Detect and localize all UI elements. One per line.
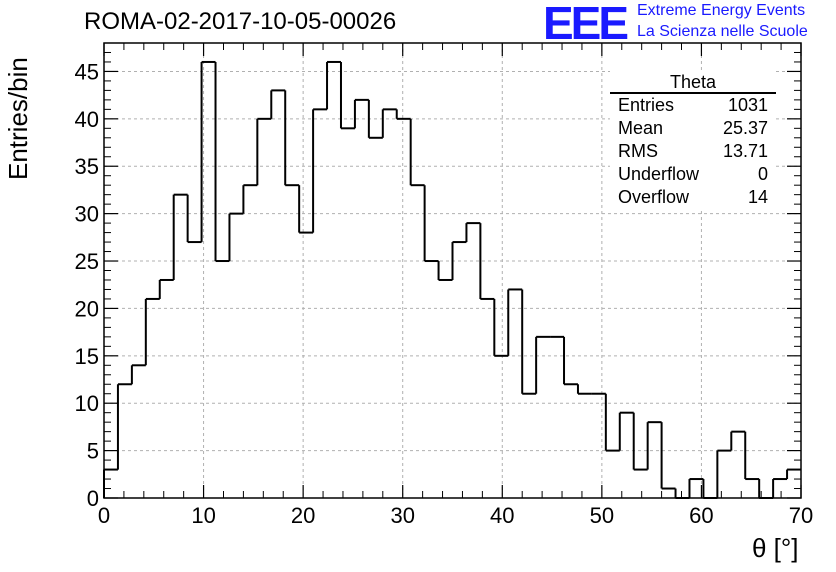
y-tick-label: 45	[75, 59, 99, 84]
y-tick-label: 25	[75, 249, 99, 274]
plot-frame	[103, 42, 802, 499]
y-tick-label: 10	[75, 391, 99, 416]
y-tick-label: 0	[87, 486, 99, 511]
x-tick-label: 60	[689, 503, 713, 528]
stats-value: 25.37	[722, 118, 768, 138]
x-tick-label: 30	[390, 503, 414, 528]
stats-box: Theta Entries 1031 Mean 25.37 RMS 13.71 Underf…	[610, 70, 776, 209]
stats-label: RMS	[618, 141, 658, 161]
x-tick-label: 70	[789, 503, 813, 528]
stats-row: Underflow 0	[610, 163, 776, 186]
y-tick-label: 20	[75, 296, 99, 321]
y-axis-label: Entries/bin	[3, 57, 33, 180]
x-tick-label: 50	[590, 503, 614, 528]
stats-row: Mean 25.37	[610, 117, 776, 140]
eee-logo: EEE	[543, 0, 629, 49]
stats-value: 13.71	[722, 141, 768, 161]
y-tick-label: 30	[75, 202, 99, 227]
y-tick-label: 5	[87, 439, 99, 464]
stats-value: 0	[757, 164, 768, 184]
x-tick-label: 20	[291, 503, 315, 528]
stats-label: Mean	[618, 118, 664, 138]
stats-label: Underflow	[618, 164, 700, 184]
stats-label: Entries	[618, 95, 675, 115]
stats-row: Overflow 14	[610, 186, 776, 209]
stats-label: Overflow	[618, 187, 690, 207]
stats-row: RMS 13.71	[610, 140, 776, 163]
chart-title: ROMA-02-2017-10-05-00026	[84, 8, 397, 35]
y-tick-label: 35	[75, 154, 99, 179]
stats-row: Entries 1031	[610, 94, 776, 117]
x-tick-label: 10	[191, 503, 215, 528]
y-tick-label: 40	[75, 107, 99, 132]
x-axis-label: θ [°]	[752, 533, 799, 563]
x-tick-label: 40	[490, 503, 514, 528]
x-tick-label: 0	[98, 503, 110, 528]
logo-line-1: Extreme Energy Events	[637, 2, 806, 19]
stats-value: 14	[747, 187, 768, 207]
y-tick-label: 15	[75, 344, 99, 369]
stats-value: 1031	[727, 95, 768, 115]
stats-title: Theta	[610, 70, 776, 94]
logo-line-2: La Scienza nelle Scuole	[637, 23, 808, 40]
